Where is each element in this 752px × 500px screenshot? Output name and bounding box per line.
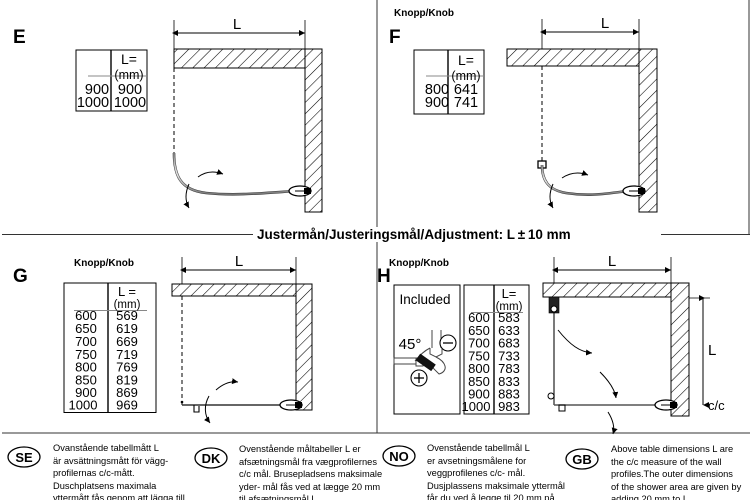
svg-text:1000: 1000 — [114, 95, 146, 111]
svg-text:L=: L= — [121, 51, 137, 67]
svg-text:900: 900 — [425, 95, 449, 111]
svg-text:Included: Included — [399, 292, 450, 307]
svg-text:c/c: c/c — [708, 398, 725, 413]
svg-text:741: 741 — [454, 95, 478, 111]
svg-text:L: L — [235, 253, 243, 270]
svg-text:L=: L= — [502, 286, 517, 301]
svg-text:(mm): (mm) — [114, 68, 143, 82]
svg-text:1000: 1000 — [462, 399, 491, 414]
svg-text:45°: 45° — [399, 336, 422, 353]
svg-text:1000: 1000 — [69, 398, 98, 413]
svg-text:L: L — [608, 253, 616, 270]
svg-text:983: 983 — [498, 399, 520, 414]
svg-text:(mm): (mm) — [451, 69, 480, 83]
svg-text:L: L — [708, 342, 716, 359]
svg-text:969: 969 — [116, 398, 138, 413]
svg-text:L =: L = — [118, 284, 136, 299]
svg-text:L: L — [601, 15, 609, 32]
svg-text:1000: 1000 — [77, 95, 109, 111]
svg-text:L=: L= — [458, 52, 474, 68]
svg-text:L: L — [233, 16, 241, 33]
